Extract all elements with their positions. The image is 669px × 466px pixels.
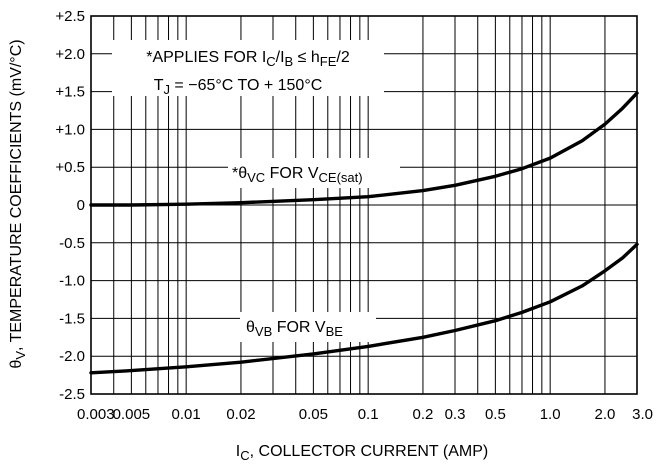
theta-vb-label: θVB FOR VBE [246, 319, 343, 339]
note-tj-range: TJ = −65°C TO + 150°C [154, 77, 323, 97]
y-tick-label: -2.5 [59, 386, 85, 403]
theta-vc-label: *θVC FOR VCE(sat) [232, 165, 363, 185]
y-tick-label: 0 [77, 197, 85, 214]
x-tick-label: 1.0 [540, 406, 561, 423]
x-axis-title: IC, COLLECTOR CURRENT (AMP) [236, 443, 488, 463]
x-tick-label: 0.1 [358, 406, 379, 423]
x-tick-label: 0.3 [445, 406, 466, 423]
y-tick-label: -0.5 [59, 235, 85, 252]
vc-label-bg [228, 158, 400, 188]
x-tick-label: 0.02 [226, 406, 255, 423]
y-tick-label: +0.5 [55, 159, 85, 176]
y-tick-label: +1.0 [55, 121, 85, 138]
y-axis-title: θV, TEMPERATURE COEFFICIENTS (mV/°C) [8, 39, 28, 368]
x-tick-label: 0.05 [299, 406, 328, 423]
y-tick-label: +2.0 [55, 46, 85, 63]
curves [89, 91, 639, 375]
x-tick-label: 0.2 [413, 406, 434, 423]
x-tick-label: 0.005 [113, 406, 151, 423]
note-applies-for: *APPLIES FOR IC/IB ≤ hFE/2 [146, 49, 350, 69]
y-tick-label: +1.5 [55, 84, 85, 101]
y-tick-label: -1.0 [59, 273, 85, 290]
y-tick-label: +2.5 [55, 8, 85, 25]
vb-label-bg [240, 312, 376, 342]
x-tick-label: 3.0 [632, 406, 653, 423]
note-box [112, 40, 384, 96]
theta-vc-curve [89, 91, 639, 207]
x-tick-label: 0.003 [77, 406, 115, 423]
x-tick-label: 2.0 [595, 406, 616, 423]
theta-vb-curve [89, 242, 639, 375]
x-tick-label: 0.5 [485, 406, 506, 423]
annotations: *APPLIES FOR IC/IB ≤ hFE/2 TJ = −65°C TO … [8, 39, 488, 463]
y-tick-label: -1.5 [59, 310, 85, 327]
x-tick-label: 0.01 [172, 406, 201, 423]
y-tick-labels: +2.5 +2.0 +1.5 +1.0 +0.5 0 -0.5 -1.0 -1.5 -2.0 -2.… [55, 8, 85, 403]
y-tick-label: -2.0 [59, 348, 85, 365]
